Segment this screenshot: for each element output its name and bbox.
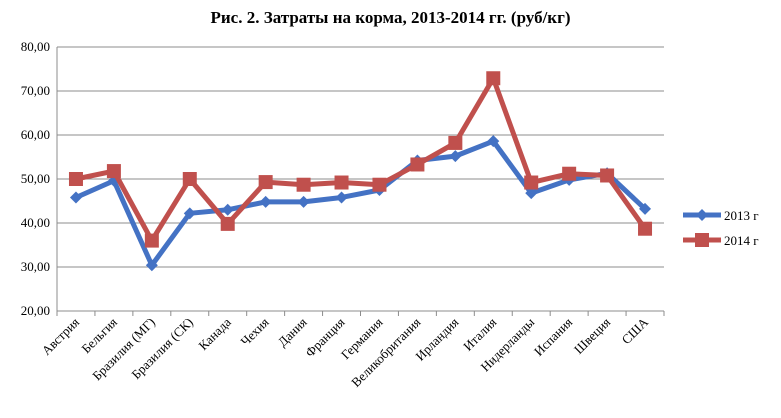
data-point — [486, 71, 501, 86]
data-point — [638, 221, 653, 236]
series-group — [68, 71, 653, 272]
y-tick-label: 80,00 — [21, 39, 50, 54]
data-point — [695, 233, 709, 247]
data-point — [696, 209, 708, 221]
data-point — [449, 150, 462, 163]
series-line — [75, 75, 648, 244]
legend-label: 2014 г — [724, 233, 759, 248]
data-point — [68, 172, 83, 186]
data-point — [297, 195, 310, 208]
y-tick-label: 40,00 — [21, 215, 50, 230]
data-point — [487, 135, 500, 148]
data-point — [600, 168, 615, 183]
data-point — [639, 202, 652, 215]
legend-item: 2014 г — [683, 233, 759, 248]
data-point — [221, 203, 234, 216]
x-tick-label: Австрия — [39, 315, 82, 358]
y-tick-label: 60,00 — [21, 127, 50, 142]
data-point — [296, 177, 311, 192]
series-2013-г — [69, 135, 652, 272]
data-point — [410, 157, 425, 172]
y-tick-label: 50,00 — [21, 171, 50, 186]
data-point — [220, 216, 235, 231]
data-point — [259, 195, 272, 208]
x-tick-label: Канада — [195, 314, 234, 353]
data-point — [145, 259, 158, 272]
data-point — [106, 164, 121, 179]
y-tick-label: 20,00 — [21, 303, 50, 318]
y-tick-labels: 20,00 30,00 40,00 50,00 60,00 70,00 80,00 — [21, 39, 50, 318]
x-tick-label: Испания — [531, 315, 575, 359]
legend: 2013 г 2014 г — [683, 208, 759, 248]
x-tick-label: Чехия — [237, 315, 271, 349]
data-point — [258, 175, 273, 190]
data-point — [144, 233, 159, 248]
y-tick-label: 30,00 — [21, 259, 50, 274]
x-tick-label: США — [618, 314, 651, 347]
data-point — [182, 172, 197, 186]
y-tick-label: 70,00 — [21, 83, 50, 98]
series-line — [74, 138, 647, 268]
data-point — [372, 177, 387, 192]
data-point — [525, 187, 538, 200]
data-point — [334, 175, 349, 190]
data-point — [69, 191, 82, 204]
legend-label: 2013 г — [724, 208, 759, 223]
data-point — [524, 175, 539, 190]
chart-title: Рис. 2. Затраты на корма, 2013-2014 гг. … — [210, 8, 571, 27]
data-point — [335, 191, 348, 204]
x-tick-label: Швеция — [571, 315, 613, 357]
data-point — [448, 135, 463, 150]
x-tick-label: Дания — [275, 315, 310, 350]
legend-item: 2013 г — [683, 208, 759, 223]
series-2014-г — [68, 71, 653, 248]
data-point — [562, 166, 577, 181]
axes — [56, 47, 665, 316]
data-point — [183, 207, 196, 220]
